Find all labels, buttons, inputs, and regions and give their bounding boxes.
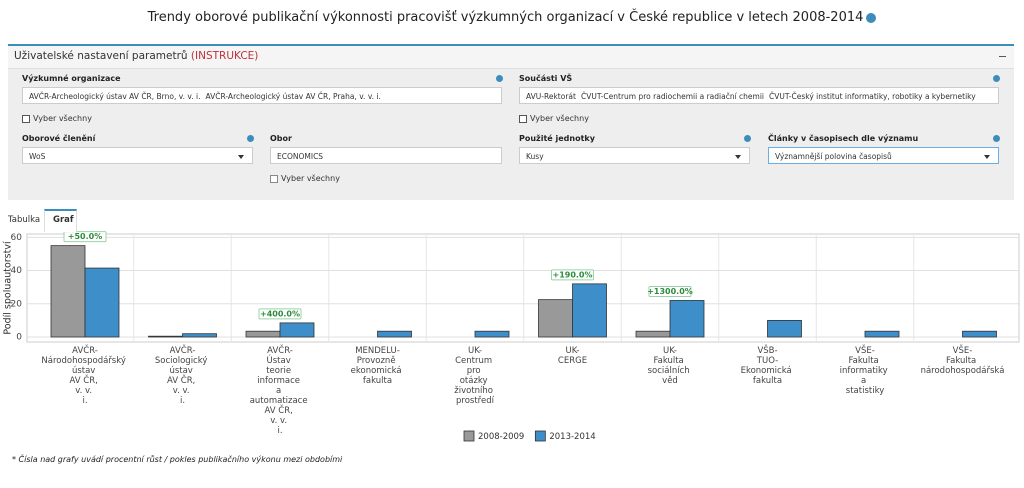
bar: [635, 330, 671, 338]
checkbox-label[interactable]: Vyber všechny: [33, 114, 92, 123]
panel-title-text: Uživatelské nastavení parametrů: [14, 50, 188, 62]
plot-area: [26, 233, 1020, 343]
legend-label: 2008-2009: [478, 432, 524, 442]
checkbox[interactable]: [519, 115, 527, 123]
growth-label: +400.0%: [258, 308, 302, 320]
growth-label-box: [648, 285, 692, 297]
bar: [767, 319, 802, 338]
bar: [377, 330, 412, 338]
x-tick-label: UK-Centrum pro otázky životního prostřed…: [454, 346, 495, 406]
growth-label-box: [63, 231, 107, 243]
tab[interactable]: Tabulka: [8, 215, 41, 225]
legend-label: 2013-2014: [549, 432, 595, 442]
field-label: Články v časopisech dle významu: [768, 134, 919, 143]
bar: [279, 322, 315, 338]
x-tick-label: AVČR-Sociologický ústav AV ČR, v. v. i.: [155, 344, 210, 406]
instructions-link[interactable]: (INSTRUKCE): [190, 50, 259, 62]
help-icon[interactable]: [744, 135, 751, 142]
bar: [84, 267, 120, 338]
panel-title: Uživatelské nastavení parametrů (INSTRUK…: [14, 50, 258, 62]
y-tick-label: 60: [11, 233, 23, 243]
x-tick-label: VŠB-TUO-Ekonomická fakulta: [741, 344, 795, 386]
help-icon[interactable]: [993, 75, 1000, 82]
x-tick-label: UK-Fakulta sociálních věd: [648, 346, 693, 386]
checkbox-label[interactable]: Vyber všechny: [530, 114, 589, 123]
select[interactable]: Významnější polovina časopisů: [768, 147, 999, 164]
x-tick-label: AVČR-Ústav teorie informace a automatiza…: [250, 344, 311, 436]
active-tab[interactable]: [44, 209, 77, 232]
tag[interactable]: ČVUT-Centrum pro radiochemii a radiační …: [580, 92, 765, 101]
field-label: Obor: [270, 134, 292, 143]
help-icon[interactable]: [247, 135, 254, 142]
y-tick-label: 20: [11, 299, 23, 309]
growth-label-text: +190.0%: [552, 270, 592, 279]
multi-select[interactable]: AVU-Rektorát ČVUT-Centrum pro radiochemii…: [519, 87, 999, 104]
growth-label-text: +400.0%: [260, 309, 300, 318]
bar: [182, 333, 217, 338]
bar: [962, 330, 997, 338]
y-tick-label: 40: [11, 266, 23, 276]
multi-select[interactable]: AVČR-Archeologický ústav AV ČR, Brno, v.…: [22, 87, 502, 104]
x-tick-label: VŠE-Fakulta národohospodářská: [921, 344, 1005, 376]
field-label: Součásti VŠ: [519, 74, 573, 83]
tag[interactable]: ECONOMICS: [277, 152, 324, 161]
help-icon[interactable]: [496, 75, 503, 82]
bar: [148, 335, 183, 338]
title-text: Trendy oborové publikační výkonnosti pra…: [147, 10, 864, 25]
collapse-button[interactable]: [999, 56, 1006, 57]
help-icon[interactable]: [993, 135, 1000, 142]
legend-swatch: [534, 430, 546, 442]
growth-label: +190.0%: [551, 269, 594, 281]
checkbox[interactable]: [22, 115, 30, 123]
select[interactable]: WoS: [22, 147, 253, 164]
bar: [864, 330, 900, 338]
growth-label-text: +1300.0%: [647, 287, 693, 296]
tab[interactable]: Graf: [53, 215, 74, 225]
x-tick-label: VŠE-Fakulta informatiky a statistiky: [840, 344, 891, 396]
panel-header: [8, 46, 1014, 69]
bar: [245, 330, 281, 338]
checkbox-label[interactable]: Vyber všechny: [281, 174, 340, 183]
tag[interactable]: AVU-Rektorát: [526, 92, 576, 101]
page-title: Trendy oborové publikační výkonnosti pra…: [0, 10, 1024, 25]
field-label: Oborové členění: [22, 134, 96, 143]
select[interactable]: Kusy: [519, 147, 750, 164]
y-axis-title: Podíl spoluautorství: [3, 241, 14, 335]
x-tick-label: MENDELU-Provozně ekonomická fakulta: [351, 346, 405, 386]
growth-label-box: [258, 308, 302, 320]
checkbox[interactable]: [270, 175, 278, 183]
tag[interactable]: ČVUT-Český institut informatiky, robotik…: [769, 92, 976, 101]
growth-label-box: [551, 269, 594, 281]
bar: [538, 299, 573, 338]
info-icon[interactable]: [866, 12, 877, 23]
x-tick-label: UK-CERGE: [558, 346, 587, 366]
tag[interactable]: AVČR-Archeologický ústav AV ČR, Brno, v.…: [29, 92, 201, 101]
tag[interactable]: AVČR-Archeologický ústav AV ČR, Praha, v…: [205, 92, 381, 101]
bar: [669, 300, 705, 338]
settings-panel: [8, 44, 1014, 200]
field-label: Použité jednotky: [519, 134, 595, 143]
bar: [50, 245, 86, 338]
field-label: Výzkumné organizace: [22, 74, 121, 83]
bar: [474, 330, 510, 338]
multi-select[interactable]: ECONOMICS: [270, 147, 502, 164]
legend-swatch: [463, 430, 475, 442]
x-tick-label: AVČR-Národohospodářský ústav AV ČR, v. v…: [41, 344, 128, 406]
y-tick-label: 0: [16, 333, 22, 343]
bar: [572, 283, 607, 338]
growth-label-text: +50.0%: [68, 232, 102, 241]
growth-label: +50.0%: [63, 231, 107, 243]
footnote: * Čísla nad grafy uvádí procentní růst /…: [12, 455, 343, 464]
growth-label: +1300.0%: [647, 285, 693, 297]
